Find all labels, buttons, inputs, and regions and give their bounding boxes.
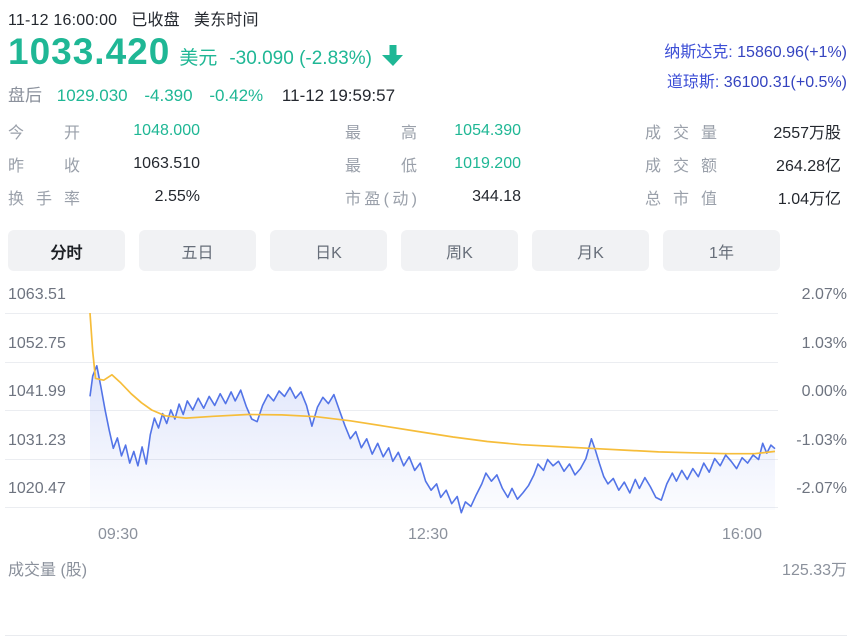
tab-周K[interactable]: 周K [401, 230, 518, 271]
stat-value: 1063.510 [133, 154, 200, 172]
chart-period-tabs: 分时 五日 日K 周K 月K 1年 [8, 230, 780, 271]
stat-row: 市盈(动) 344.18 [345, 180, 521, 213]
market-status: 已收盘 [131, 12, 180, 29]
price-area-fill [90, 365, 775, 513]
volume-baseline [5, 635, 847, 636]
minute-chart[interactable]: 1063.51 2.07% 1052.75 1.03% 1041.99 0.00% 1031… [0, 280, 865, 550]
stat-row: 最高 1054.390 [345, 114, 521, 147]
index-dow[interactable]: 道琼斯: 36100.31(+0.5%) [664, 68, 847, 98]
index-nasdaq-value: 15860.96(+1%) [737, 44, 847, 61]
stat-row: 总市值 1.04万亿 [645, 180, 841, 213]
stats-column-3: 成交量 2557万股成交额 264.28亿总市值 1.04万亿 [645, 114, 841, 213]
stat-label: 换手率 [8, 190, 80, 208]
after-hours-price: 1029.030 [56, 86, 128, 105]
y-axis-price-label: 1020.47 [8, 480, 66, 497]
index-dow-value: 36100.31(+0.5%) [723, 74, 847, 91]
down-arrow-icon [381, 45, 404, 71]
stats-column-1: 今开 1048.000 昨收 1063.510 换手率 2.55% [8, 114, 200, 213]
current-price: 1033.420 [8, 31, 171, 72]
stat-label: 成交量 [645, 124, 717, 142]
after-hours-label: 盘后 [8, 86, 42, 105]
stat-value: 1054.390 [454, 121, 521, 139]
volume-label: 成交量 (股) [8, 562, 88, 579]
index-nasdaq-link[interactable]: 纳斯达克: 15860.96(+1%) [664, 44, 847, 61]
stat-value: 1019.200 [454, 154, 521, 172]
quote-timestamp-row: 11-12 16:00:00 已收盘 美东时间 [8, 6, 273, 30]
tab-1年[interactable]: 1年 [663, 230, 780, 271]
stat-value: 344.18 [472, 187, 521, 205]
tab-分时[interactable]: 分时 [8, 230, 125, 271]
stat-row: 成交量 2557万股 [645, 114, 841, 147]
index-dow-link[interactable]: 道琼斯: 36100.31(+0.5%) [666, 74, 847, 91]
quote-datetime: 11-12 16:00:00 [8, 12, 118, 29]
stat-row: 今开 1048.000 [8, 114, 200, 147]
market-indices: 纳斯达克: 15860.96(+1%) 道琼斯: 36100.31(+0.5%) [664, 38, 847, 98]
stat-label: 市盈(动) [345, 190, 417, 208]
tab-月K[interactable]: 月K [532, 230, 649, 271]
stat-value: 264.28亿 [776, 157, 841, 175]
after-hours-change: -4.390 [144, 86, 193, 105]
stat-label: 最高 [345, 124, 417, 142]
after-hours-time: 11-12 19:59:57 [281, 86, 396, 105]
y-axis-pct-label: 0.00% [801, 383, 847, 400]
x-axis-label: 12:30 [407, 526, 449, 543]
y-axis-price-label: 1052.75 [8, 334, 66, 352]
after-hours-change-pct: -0.42% [209, 86, 264, 105]
stat-value: 1.04万亿 [777, 190, 841, 208]
tab-五日[interactable]: 五日 [139, 230, 256, 271]
stat-label: 总市值 [645, 190, 717, 208]
timezone-label: 美东时间 [193, 12, 259, 29]
index-nasdaq[interactable]: 纳斯达克: 15860.96(+1%) [664, 38, 847, 68]
y-axis-pct-label: -1.03% [796, 431, 847, 449]
stat-row: 换手率 2.55% [8, 180, 200, 213]
price-line [89, 365, 776, 514]
stat-label: 最低 [345, 157, 417, 175]
chart-gridline [5, 313, 778, 314]
index-nasdaq-name: 纳斯达克 [664, 44, 729, 61]
price-change: -30.090 (-2.83%) [229, 48, 372, 69]
x-axis-label: 09:30 [97, 526, 139, 543]
y-axis-pct-label: -2.07% [796, 480, 847, 497]
stat-value: 1048.000 [133, 121, 200, 139]
y-axis-price-label: 1041.99 [8, 383, 66, 400]
stat-row: 昨收 1063.510 [8, 147, 200, 180]
after-hours-row: 盘后 1029.030 -4.390 -0.42% 11-12 19:59:57 [8, 81, 395, 106]
currency-label: 美元 [179, 48, 218, 69]
y-axis-price-label: 1063.51 [8, 286, 66, 303]
price-row: 1033.420 美元 -30.090 (-2.83%) [8, 30, 404, 74]
index-dow-name: 道琼斯 [666, 74, 715, 91]
stat-value: 2557万股 [773, 124, 841, 142]
price-plot[interactable] [0, 280, 865, 550]
stat-label: 昨收 [8, 157, 80, 175]
stat-label: 成交额 [645, 157, 717, 175]
chart-gridline [5, 361, 778, 363]
chart-gridline [5, 410, 778, 411]
stat-value: 2.55% [154, 187, 200, 205]
y-axis-pct-label: 1.03% [801, 334, 847, 352]
x-axis-label: 16:00 [721, 526, 763, 543]
avg-price-line [89, 312, 776, 455]
stat-row: 成交额 264.28亿 [645, 147, 841, 180]
tab-日K[interactable]: 日K [270, 230, 387, 271]
volume-max-value: 125.33万 [782, 562, 847, 579]
y-axis-price-label: 1031.23 [8, 431, 66, 449]
stat-row: 最低 1019.200 [345, 147, 521, 180]
stats-column-2: 最高 1054.390 最低 1019.200 市盈(动) 344.18 [345, 114, 521, 213]
y-axis-pct-label: 2.07% [801, 286, 847, 303]
stat-label: 今开 [8, 124, 80, 142]
